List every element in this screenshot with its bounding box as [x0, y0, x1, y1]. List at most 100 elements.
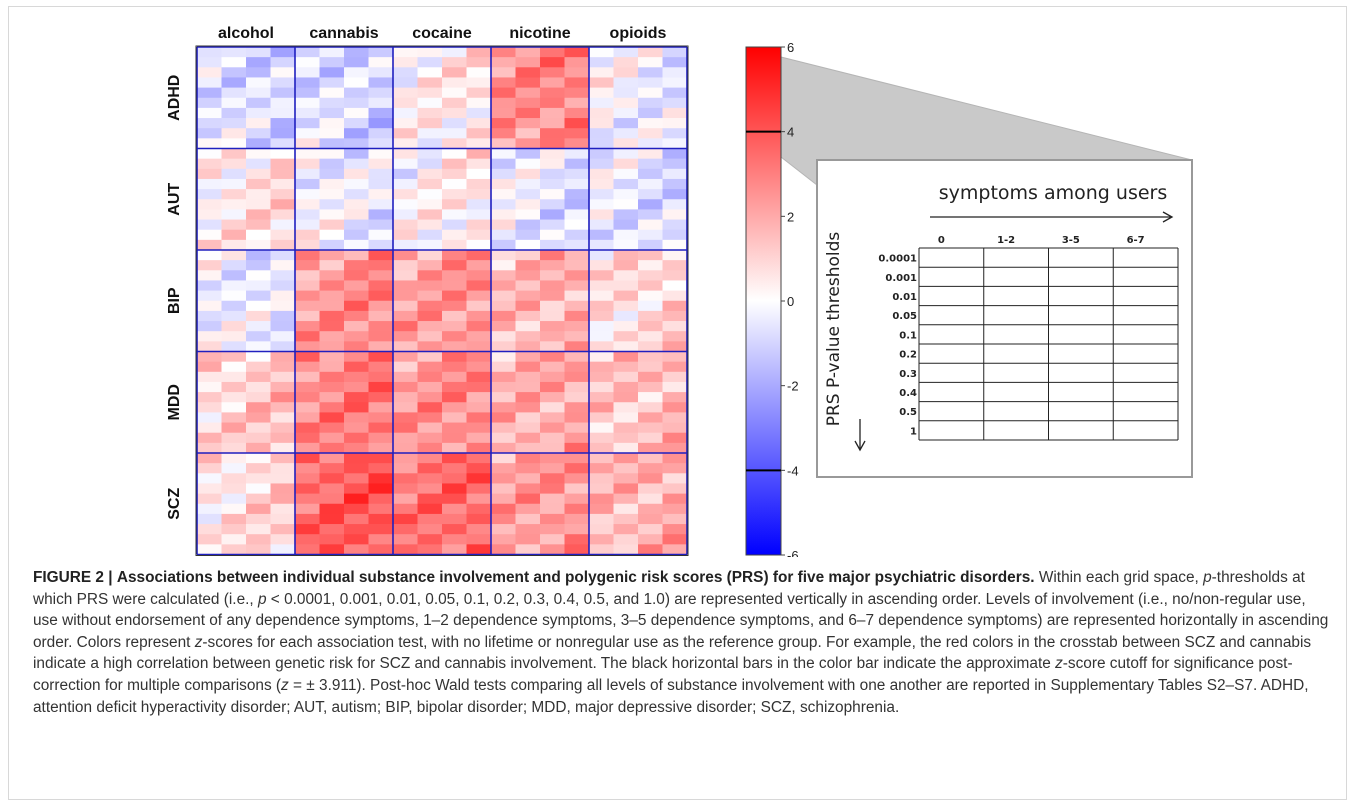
heatmap-cell — [319, 178, 345, 190]
heatmap-cell — [319, 199, 345, 210]
heatmap-cell — [393, 432, 418, 444]
colorbar-tick-label: -4 — [787, 463, 799, 478]
heatmap-cell — [564, 371, 590, 383]
heatmap-cell — [368, 290, 394, 302]
heatmap-cell — [515, 97, 541, 109]
heatmap-cell — [662, 107, 688, 119]
heatmap-cell — [270, 87, 296, 99]
heatmap-cell — [540, 229, 565, 241]
heatmap-cell — [417, 290, 443, 302]
heatmap-cell — [564, 168, 590, 180]
heatmap-cell — [442, 361, 467, 373]
heatmap-cell — [270, 219, 296, 231]
heatmap-cell — [197, 229, 222, 241]
heatmap-cell — [491, 138, 516, 149]
heatmap-cell — [270, 473, 296, 484]
heatmap-cell — [221, 189, 247, 200]
heatmap-cell — [540, 199, 565, 210]
heatmap-cell — [221, 260, 247, 271]
heatmap-cell — [613, 178, 639, 190]
heatmap-cell — [662, 432, 688, 444]
heatmap-cell — [368, 189, 394, 200]
heatmap-cell — [246, 392, 271, 403]
heatmap-cell — [613, 392, 639, 403]
heatmap-cell — [638, 524, 663, 535]
heatmap-cell — [491, 300, 516, 312]
heatmap-cell — [270, 128, 296, 139]
heatmap-cell — [638, 402, 663, 413]
heatmap-cell — [197, 107, 222, 119]
heatmap-cell — [613, 321, 639, 332]
heatmap-cell — [638, 128, 663, 139]
heatmap-cell — [270, 57, 296, 68]
heatmap-cell — [515, 544, 541, 555]
heatmap-cell — [197, 321, 222, 332]
heatmap-cell — [613, 513, 639, 525]
heatmap-cell — [638, 300, 663, 312]
caption-text: -scores for each association test, with … — [33, 633, 1312, 673]
heatmap-cell — [417, 199, 443, 210]
heatmap-cell — [442, 483, 467, 494]
heatmap-cell — [246, 57, 271, 68]
heatmap-cell — [295, 260, 320, 271]
heatmap-cell — [344, 331, 369, 342]
heatmap-cell — [368, 442, 394, 454]
heatmap-cell — [442, 118, 467, 129]
heatmap-cell — [442, 331, 467, 342]
heatmap-cell — [564, 118, 590, 129]
heatmap-cell — [246, 402, 271, 413]
heatmap-cell — [319, 453, 345, 464]
heatmap-cell — [466, 351, 492, 363]
heatmap-cell — [564, 534, 590, 545]
heatmap-cell — [515, 189, 541, 200]
heatmap-cell — [221, 67, 247, 78]
heatmap-cell — [417, 280, 443, 291]
heatmap-cell — [417, 463, 443, 474]
heatmap-cell — [344, 107, 369, 119]
heatmap-cell — [540, 47, 565, 58]
heatmap-cell — [295, 503, 320, 515]
heatmap-cell — [319, 219, 345, 231]
heatmap-cell — [515, 524, 541, 535]
heatmap-cell — [442, 371, 467, 383]
heatmap-cell — [417, 57, 443, 68]
heatmap-cell — [515, 118, 541, 129]
heatmap-cell — [491, 128, 516, 139]
heatmap-cell — [393, 199, 418, 210]
heatmap-cell — [491, 260, 516, 271]
heatmap-cell — [491, 67, 516, 78]
heatmap-cell — [393, 47, 418, 58]
heatmap-cell — [246, 138, 271, 149]
heatmap-cell — [417, 239, 443, 251]
heatmap-cell — [515, 219, 541, 231]
heatmap-cell — [368, 199, 394, 210]
heatmap-cell — [589, 229, 614, 241]
heatmap-cell — [540, 422, 565, 434]
heatmap-cell — [466, 128, 492, 139]
inset-row-label: 0.05 — [892, 311, 917, 322]
heatmap-cell — [221, 199, 247, 210]
heatmap-cell — [491, 534, 516, 545]
heatmap-cell — [515, 178, 541, 190]
heatmap-cell — [344, 503, 369, 515]
heatmap-cell — [270, 503, 296, 515]
heatmap-cell — [638, 168, 663, 180]
heatmap-cell — [589, 107, 614, 119]
heatmap-cell — [589, 341, 614, 352]
heatmap-cell — [319, 463, 345, 474]
heatmap-cell — [417, 493, 443, 505]
heatmap-cell — [589, 442, 614, 454]
heatmap-cell — [368, 77, 394, 88]
heatmap-cell — [246, 412, 271, 423]
heatmap-cell — [613, 270, 639, 281]
heatmap-cell — [344, 453, 369, 464]
heatmap-cell — [246, 239, 271, 251]
heatmap-cell — [417, 371, 443, 383]
heatmap-cell — [613, 422, 639, 434]
heatmap-cell — [613, 250, 639, 261]
colorbar-tick-label: 0 — [787, 294, 794, 309]
heatmap-cell — [515, 422, 541, 434]
heatmap-cell — [613, 168, 639, 180]
heatmap-cell — [221, 128, 247, 139]
heatmap-cell — [540, 524, 565, 535]
